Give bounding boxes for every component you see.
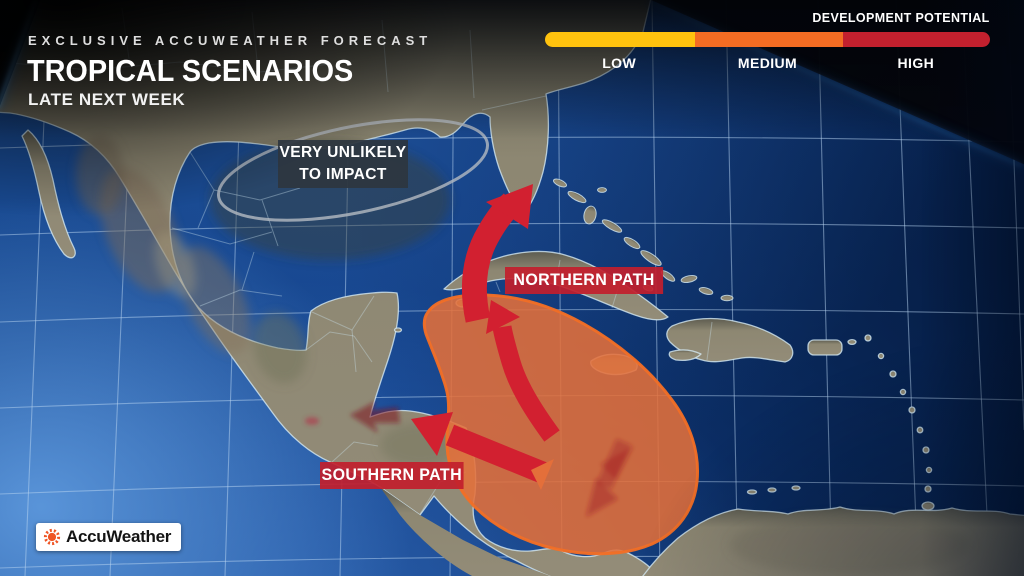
accuweather-sun-icon — [43, 528, 61, 546]
accuweather-logo: AccuWeather — [36, 523, 182, 551]
legend-label-medium: MEDIUM — [737, 55, 798, 71]
very-unlikely-label: VERY UNLIKELY TO IMPACT — [278, 140, 408, 188]
southern-path-label: SOUTHERN PATH — [320, 462, 464, 489]
legend-labels: LOW MEDIUM HIGH — [545, 55, 990, 71]
legend-title: DEVELOPMENT POTENTIAL — [812, 10, 990, 25]
logo-text: AccuWeather — [66, 527, 172, 546]
legend-segment-high — [843, 32, 990, 47]
exclusive-kicker: EXCLUSIVE ACCUWEATHER FORECAST — [28, 33, 433, 48]
timeframe-subtitle: LATE NEXT WEEK — [28, 90, 186, 109]
legend-label-low: LOW — [602, 55, 637, 71]
development-potential-bar — [545, 32, 990, 47]
northern-path-label: NORTHERN PATH — [505, 267, 664, 294]
legend-segment-medium — [695, 32, 843, 47]
legend-label-high: HIGH — [897, 55, 935, 71]
baja-california — [21, 129, 76, 259]
legend-segment-low — [545, 32, 695, 47]
puerto-rico — [807, 339, 843, 356]
page-title: TROPICAL SCENARIOS — [27, 53, 354, 88]
